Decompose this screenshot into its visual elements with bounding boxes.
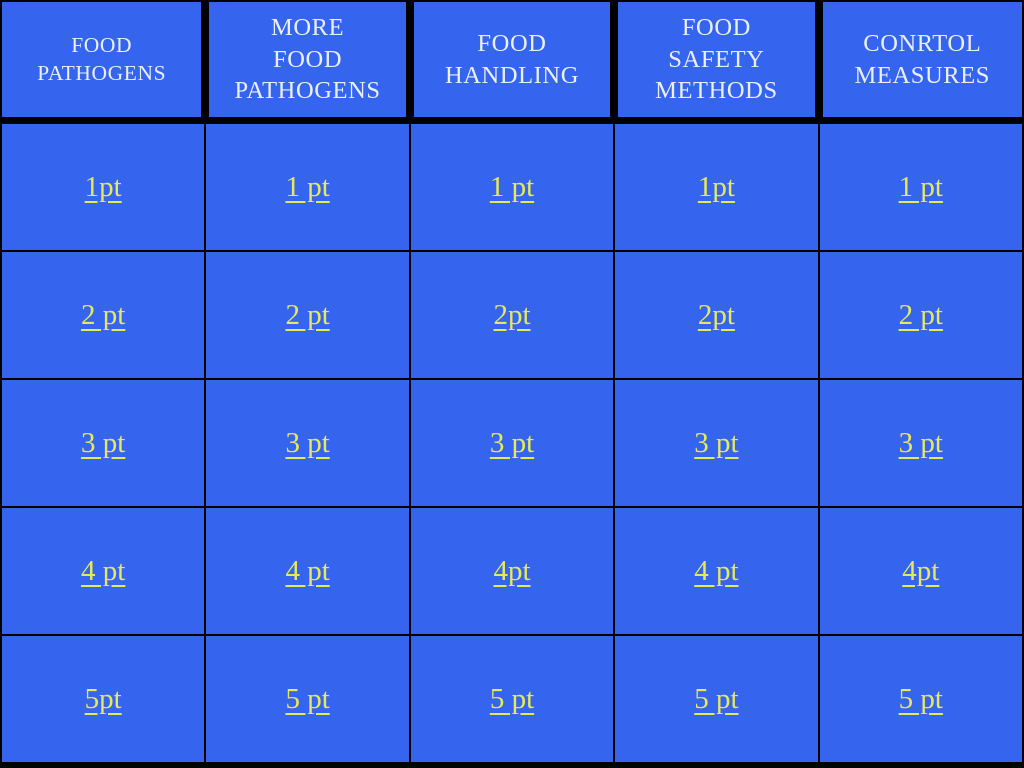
board-cell: 3 pt — [819, 380, 1022, 506]
board-cell: 3 pt — [615, 380, 818, 506]
point-link-conrtol-measures-4pt[interactable]: 4pt — [902, 554, 940, 587]
point-link-food-safety-methods-5pt[interactable]: 5 pt — [694, 682, 739, 715]
point-link-conrtol-measures-5pt[interactable]: 5 pt — [898, 682, 943, 715]
point-link-food-safety-methods-2pt[interactable]: 2pt — [697, 298, 735, 331]
category-header-conrtol-measures: CONRTOL MEASURES — [819, 2, 1022, 122]
point-link-food-pathogens-1pt[interactable]: 1pt — [84, 170, 122, 203]
board-cell: 4pt — [819, 508, 1022, 634]
board-cell: 2pt — [615, 252, 818, 378]
board-cell: 5pt — [2, 636, 205, 762]
point-link-food-handling-5pt[interactable]: 5 pt — [489, 682, 535, 715]
point-link-food-safety-methods-3pt[interactable]: 3 pt — [694, 426, 739, 459]
board-cell: 5 pt — [206, 636, 409, 762]
point-link-food-pathogens-5pt[interactable]: 5pt — [84, 682, 122, 715]
board-cell: 1 pt — [410, 124, 614, 250]
point-link-food-safety-methods-1pt[interactable]: 1pt — [697, 170, 735, 203]
board-cell: 2 pt — [819, 252, 1022, 378]
point-link-food-pathogens-2pt[interactable]: 2 pt — [81, 298, 126, 331]
board-cell: 1 pt — [819, 124, 1022, 250]
board-cell: 2pt — [410, 252, 614, 378]
point-link-food-pathogens-4pt[interactable]: 4 pt — [81, 554, 126, 587]
board-cell: 1pt — [615, 124, 818, 250]
board-cell: 3 pt — [206, 380, 409, 506]
board-cell: 5 pt — [410, 636, 614, 762]
point-link-food-pathogens-3pt[interactable]: 3 pt — [81, 426, 126, 459]
category-header-food-handling: FOOD HANDLING — [410, 2, 614, 122]
point-link-food-handling-1pt[interactable]: 1 pt — [489, 170, 535, 203]
point-link-conrtol-measures-3pt[interactable]: 3 pt — [898, 426, 943, 459]
point-link-conrtol-measures-2pt[interactable]: 2 pt — [898, 298, 943, 331]
board-cell: 4 pt — [615, 508, 818, 634]
board-cell: 2 pt — [206, 252, 409, 378]
board-cell: 3 pt — [410, 380, 614, 506]
board-cell: 2 pt — [2, 252, 205, 378]
point-link-food-handling-2pt[interactable]: 2pt — [493, 298, 531, 331]
board-cell: 4 pt — [2, 508, 205, 634]
category-header-food-pathogens: FOOD PATHOGENS — [2, 2, 205, 122]
board-cell: 5 pt — [819, 636, 1022, 762]
board-cell: 4pt — [410, 508, 614, 634]
point-link-more-food-pathogens-2pt[interactable]: 2 pt — [285, 298, 330, 331]
point-link-food-handling-3pt[interactable]: 3 pt — [489, 426, 535, 459]
point-link-more-food-pathogens-5pt[interactable]: 5 pt — [285, 682, 330, 715]
point-link-conrtol-measures-1pt[interactable]: 1 pt — [898, 170, 943, 203]
board-cell: 1 pt — [206, 124, 409, 250]
category-header-more-food-pathogens: MORE FOOD PATHOGENS — [206, 2, 409, 122]
board-cell: 5 pt — [615, 636, 818, 762]
board-cell: 1pt — [2, 124, 205, 250]
point-link-more-food-pathogens-4pt[interactable]: 4 pt — [285, 554, 330, 587]
point-link-food-handling-4pt[interactable]: 4pt — [493, 554, 531, 587]
point-link-food-safety-methods-4pt[interactable]: 4 pt — [694, 554, 739, 587]
board-cell: 4 pt — [206, 508, 409, 634]
category-header-food-safety-methods: FOOD SAFETY METHODS — [615, 2, 818, 122]
board-cell: 3 pt — [2, 380, 205, 506]
point-link-more-food-pathogens-1pt[interactable]: 1 pt — [285, 170, 330, 203]
point-link-more-food-pathogens-3pt[interactable]: 3 pt — [285, 426, 330, 459]
